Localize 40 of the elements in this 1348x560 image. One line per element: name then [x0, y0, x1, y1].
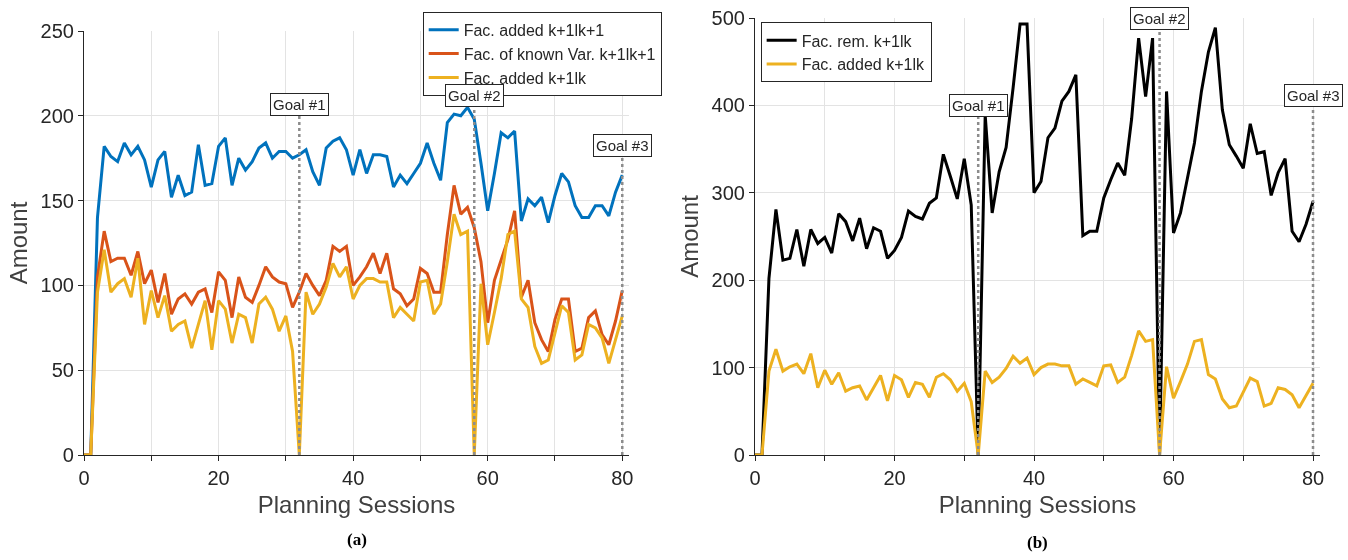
y-tick-label: 0	[62, 444, 74, 466]
y-tick-label: 200	[711, 269, 745, 292]
x-tick-label: 0	[78, 467, 90, 490]
y-tick-label: 300	[711, 181, 745, 204]
y-tick-label: 250	[40, 20, 74, 42]
legend-label: Fac. added k+1lk	[801, 56, 925, 74]
x-tick-label: 40	[342, 467, 365, 490]
y-tick-label: 200	[40, 104, 74, 127]
x-tick-label: 80	[1301, 467, 1325, 490]
legend-label: Fac. added k+1lk+1	[463, 22, 605, 40]
line-series	[755, 329, 1315, 455]
legend-label: Fac. of known Var. k+1lk+1	[463, 45, 656, 63]
text: (b)	[1027, 533, 1048, 552]
annotation: Goal #3	[1287, 87, 1340, 104]
y-tick-label: 400	[711, 94, 745, 117]
y-axis-title: Amount	[4, 201, 32, 285]
legend-label: Fac. added k+1lk	[463, 69, 587, 87]
x-tick-label: 80	[611, 467, 634, 490]
y-tick-label: 150	[40, 189, 74, 212]
annotation: Goal #1	[273, 96, 326, 113]
x-tick-label: 20	[207, 467, 230, 490]
text: (a)	[347, 530, 367, 549]
y-tick-label: 500	[711, 7, 745, 29]
annotation: Goal #2	[1133, 10, 1186, 27]
x-axis-title: Planning Sessions	[257, 491, 456, 519]
x-axis-title: Planning Sessions	[938, 491, 1137, 519]
legend-label: Fac. rem. k+1lk	[801, 32, 913, 50]
x-tick-label: 20	[883, 467, 906, 490]
x-tick-label: 0	[749, 467, 761, 490]
annotation: Goal #2	[448, 87, 501, 104]
y-tick-label: 0	[733, 444, 745, 466]
y-tick-label: 100	[711, 356, 745, 379]
annotation: Goal #1	[952, 97, 1005, 114]
y-tick-label: 100	[40, 274, 74, 297]
y-axis-title: Amount	[675, 194, 703, 278]
x-tick-label: 60	[476, 467, 499, 490]
x-tick-label: 40	[1022, 467, 1046, 490]
x-tick-label: 60	[1162, 467, 1185, 490]
y-tick-label: 50	[51, 359, 74, 382]
annotation: Goal #3	[596, 137, 649, 154]
